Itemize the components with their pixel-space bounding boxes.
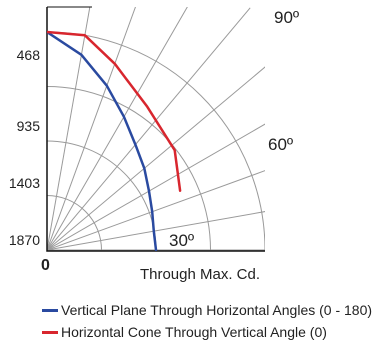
grid-arc-3 [47,31,265,251]
grid-spoke-3 [47,7,188,251]
radial-tick-label-2: 1403 [9,175,40,191]
axis-frame [46,7,265,252]
legend-label-0: Vertical Plane Through Horizontal Angles… [61,302,373,318]
labels-group: 468 935 1403 1870 90º 60º 30º 0 Through Max. Cd. [9,8,299,283]
grid-arc-2 [47,86,211,251]
radial-tick-label-1: 935 [17,118,41,134]
grid-spoke-5 [47,66,265,251]
legend-label-1: Horizontal Cone Through Vertical Angle (… [61,324,327,340]
series-group [47,30,182,251]
plot-frame [46,6,265,252]
legend-swatch-1 [42,330,58,334]
series-line-1 [47,30,182,192]
grid-spoke-1 [47,7,91,251]
legend-swatch-0 [42,308,58,312]
grid-spoke-8 [47,211,265,251]
x-axis-label: Through Max. Cd. [140,266,260,283]
series-line-0 [47,30,158,251]
grid-arc-0 [47,195,102,251]
grid-spoke-4 [47,7,251,251]
angle-label-0: 90º [274,8,299,27]
grid-spoke-7 [47,170,265,251]
angle-label-3: 0 [41,257,50,274]
radial-tick-label-0: 468 [17,47,41,63]
legend-item-1: Horizontal Cone Through Vertical Angle (… [42,324,327,340]
legend-item-0: Vertical Plane Through Horizontal Angles… [42,302,372,318]
grid-spoke-6 [47,123,265,251]
angle-label-1: 60º [268,135,293,154]
grid-spoke-2 [47,7,136,251]
polar-grid [47,7,265,251]
angle-label-2: 30º [169,231,194,250]
radial-tick-label-3: 1870 [9,232,40,248]
